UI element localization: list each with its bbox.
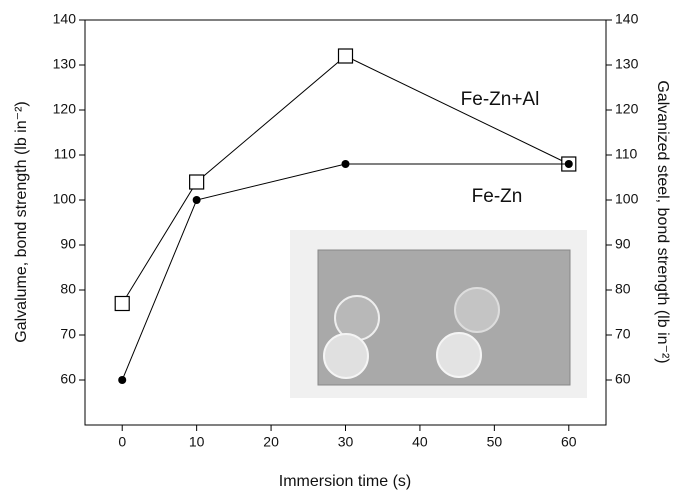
circle-marker (192, 196, 201, 204)
y-tick-label: 130 (53, 56, 77, 72)
inset-photo (290, 230, 587, 398)
y2-tick-label: 110 (615, 146, 638, 162)
y2-axis-title: Galvanized steel, bond strength (lb in⁻²… (654, 80, 671, 363)
y2-tick-label: 120 (615, 101, 639, 117)
y-tick-label: 100 (53, 191, 77, 207)
x-tick-label: 20 (263, 434, 279, 450)
y-tick-label: 60 (60, 371, 76, 387)
x-tick-label: 40 (412, 434, 428, 450)
y-tick-label: 140 (53, 11, 77, 27)
x-axis-title: Immersion time (s) (279, 473, 411, 490)
y2-tick-label: 140 (615, 11, 639, 27)
square-marker (114, 295, 130, 312)
circle-marker (564, 160, 573, 168)
series-line (121, 55, 570, 304)
x-tick-label: 50 (487, 434, 503, 450)
y2-tick-label: 60 (615, 371, 631, 387)
circle-marker (341, 160, 350, 168)
photo-spot (454, 287, 500, 333)
y-tick-label: 110 (54, 146, 77, 162)
y2-tick-label: 130 (615, 56, 639, 72)
y-axis-title: Galvalume, bond strength (lb in⁻²) (13, 101, 30, 342)
y-tick-label: 90 (60, 236, 76, 252)
series-label: Fe-Zn+Al (461, 89, 540, 110)
y2-tick-label: 100 (615, 191, 639, 207)
y-tick-label: 70 (60, 326, 76, 342)
x-tick-label: 60 (561, 434, 577, 450)
series-line (121, 163, 569, 381)
x-tick-label: 0 (118, 434, 126, 450)
y-tick-label: 80 (60, 281, 76, 297)
photo-spot (334, 295, 380, 341)
series-label: Fe-Zn (472, 186, 523, 207)
square-marker (189, 174, 205, 190)
x-tick-label: 30 (338, 434, 354, 450)
y-tick-label: 120 (53, 101, 77, 117)
x-tick-label: 10 (189, 434, 205, 450)
y2-tick-label: 90 (615, 236, 631, 252)
y2-tick-label: 80 (615, 281, 631, 297)
circle-marker (118, 376, 127, 384)
photo-spot (323, 333, 369, 379)
y2-tick-label: 70 (615, 326, 631, 342)
photo-spot (436, 332, 482, 378)
square-marker (337, 48, 354, 64)
